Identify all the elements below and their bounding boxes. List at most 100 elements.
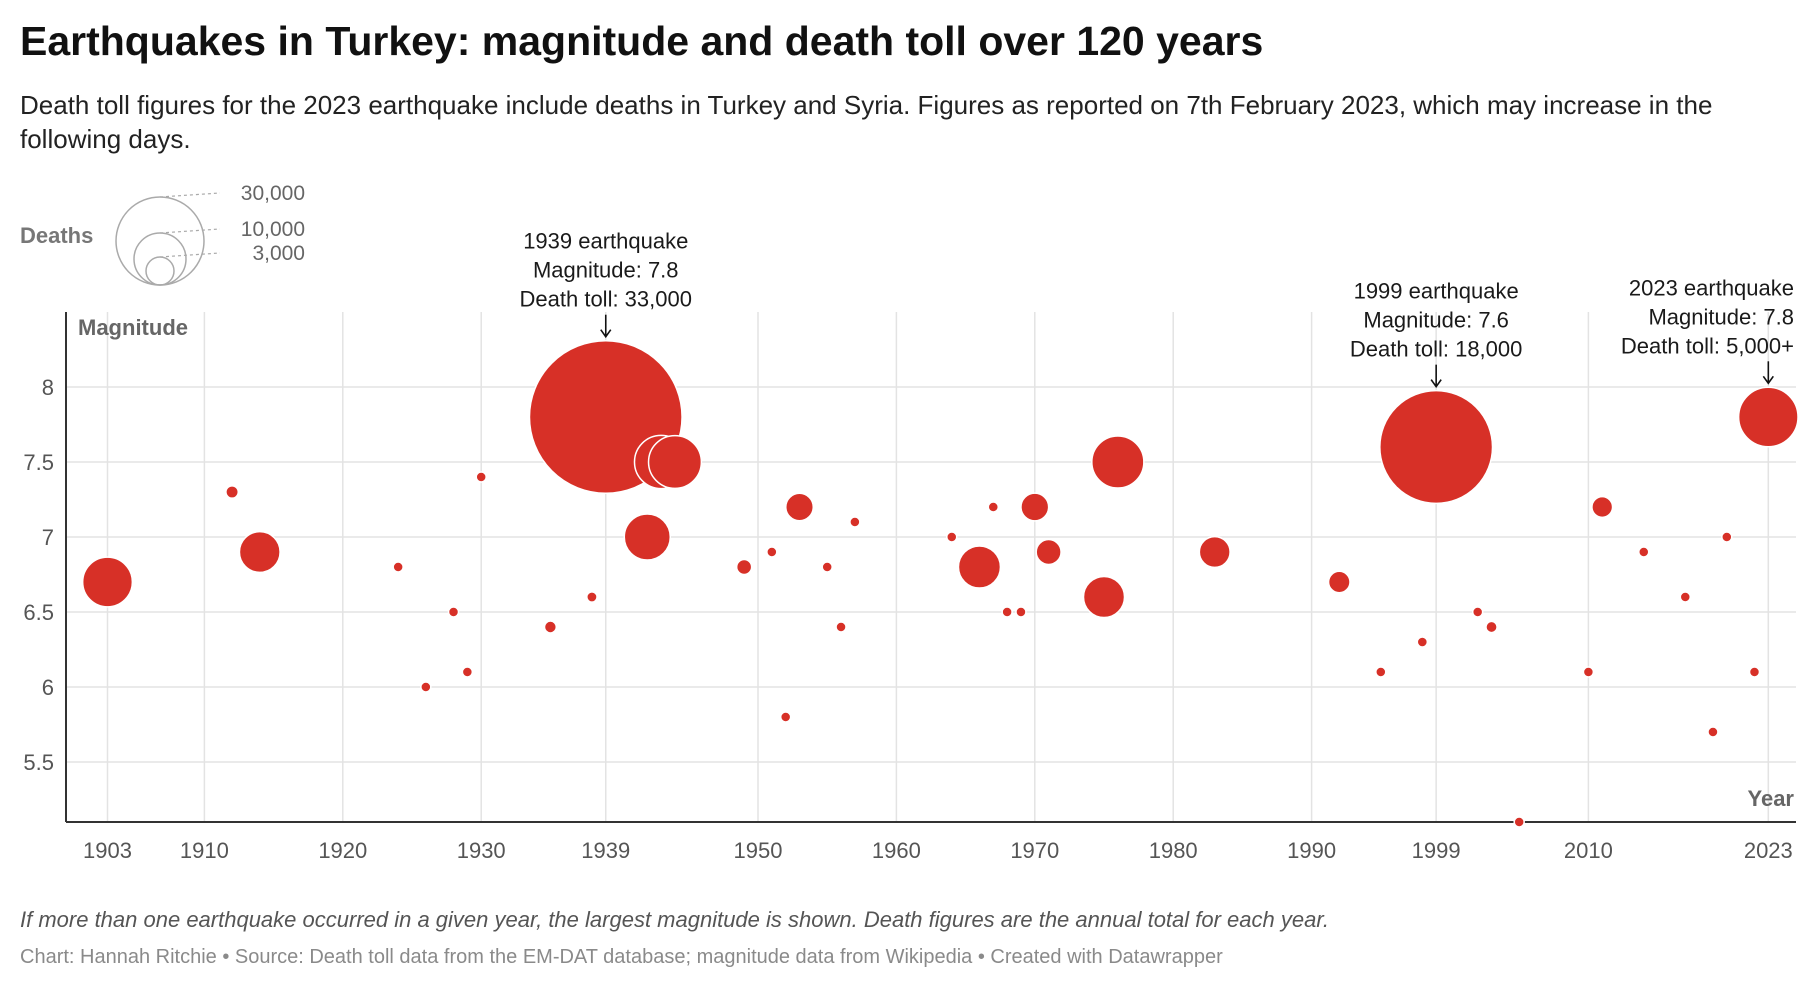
- data-bubble[interactable]: [1638, 546, 1650, 558]
- annotation-text: Death toll: 33,000: [520, 287, 692, 312]
- data-bubble[interactable]: [849, 516, 861, 528]
- data-bubble[interactable]: [735, 558, 753, 576]
- y-tick-label: 5.5: [23, 750, 54, 775]
- data-bubble[interactable]: [1082, 575, 1126, 619]
- annotation-text: Magnitude: 7.8: [1648, 304, 1794, 329]
- annotation-text: Magnitude: 7.6: [1363, 308, 1509, 333]
- data-bubble[interactable]: [1375, 666, 1387, 678]
- annotation-text: 1999 earthquake: [1354, 279, 1519, 304]
- data-bubble[interactable]: [238, 530, 281, 574]
- annotation-text: Magnitude: 7.8: [533, 258, 679, 283]
- bubbles[interactable]: [81, 339, 1799, 828]
- x-tick-label: 1970: [1010, 838, 1059, 863]
- y-tick-label: 6: [42, 675, 54, 700]
- data-bubble[interactable]: [447, 606, 460, 618]
- data-bubble[interactable]: [1015, 606, 1027, 618]
- x-tick-label: 1939: [581, 838, 630, 863]
- data-bubble[interactable]: [1748, 666, 1761, 678]
- x-tick-label: 1990: [1287, 838, 1336, 863]
- data-bubble[interactable]: [785, 492, 815, 522]
- legend-label: 3,000: [252, 242, 305, 265]
- legend-circle: [145, 256, 175, 286]
- y-tick-label: 6.5: [23, 600, 54, 625]
- data-bubble[interactable]: [1679, 591, 1692, 603]
- annotation-text: Death toll: 5,000+: [1621, 333, 1794, 358]
- data-bubble[interactable]: [392, 561, 404, 573]
- y-axis-title: Magnitude: [78, 315, 188, 340]
- data-bubble[interactable]: [1379, 389, 1494, 505]
- data-bubble[interactable]: [1721, 531, 1733, 543]
- data-bubble[interactable]: [1591, 495, 1614, 519]
- x-tick-label: 1910: [180, 838, 229, 863]
- data-bubble[interactable]: [1020, 492, 1050, 522]
- legend-label: 30,000: [241, 182, 305, 205]
- data-bubble[interactable]: [1198, 535, 1231, 569]
- y-tick-label: 8: [42, 375, 54, 400]
- annotation-group: 2023 earthquake Magnitude: 7.8 Death toll:…: [1621, 275, 1794, 385]
- data-bubble[interactable]: [1416, 636, 1429, 648]
- data-bubble[interactable]: [81, 556, 134, 608]
- annotation-arrow-head: [1762, 375, 1774, 385]
- data-bubble[interactable]: [779, 711, 792, 723]
- data-bubble[interactable]: [946, 531, 958, 543]
- data-bubble[interactable]: [1485, 620, 1498, 634]
- x-tick-label: 1920: [318, 838, 367, 863]
- data-bubble[interactable]: [543, 620, 558, 634]
- data-bubble[interactable]: [1582, 666, 1595, 678]
- annotations: 1939 earthquake Magnitude: 7.8 Death toll:…: [520, 229, 1794, 389]
- data-bubble[interactable]: [647, 434, 703, 490]
- credits: Chart: Hannah Ritchie • Source: Death to…: [20, 946, 1223, 968]
- legend-leader: [159, 252, 221, 258]
- data-bubble[interactable]: [623, 513, 672, 561]
- y-tick-label: 7: [42, 525, 54, 550]
- data-bubble[interactable]: [1737, 386, 1799, 448]
- annotation-group: 1939 earthquake Magnitude: 7.8 Death toll:…: [520, 229, 692, 339]
- x-axis-title: Year: [1748, 786, 1795, 811]
- data-bubble[interactable]: [987, 501, 1000, 513]
- data-bubble[interactable]: [1001, 606, 1013, 618]
- data-bubble[interactable]: [1513, 816, 1525, 828]
- data-bubble[interactable]: [420, 681, 432, 693]
- x-tick-label: 2010: [1564, 838, 1613, 863]
- legend-circle: [133, 232, 187, 286]
- x-tick-label: 2023: [1744, 838, 1793, 863]
- x-tick-label: 1999: [1412, 838, 1461, 863]
- data-bubble[interactable]: [1035, 538, 1062, 566]
- data-bubble[interactable]: [1327, 570, 1351, 594]
- footnote: If more than one earthquake occurred in …: [20, 907, 1329, 932]
- y-tick-label: 7.5: [23, 450, 54, 475]
- data-bubble[interactable]: [821, 561, 833, 573]
- legend-circle: [115, 196, 205, 286]
- grid-lines: [66, 312, 1796, 822]
- annotation-text: 1939 earthquake: [523, 229, 688, 254]
- data-bubble[interactable]: [475, 471, 487, 483]
- chart-title: Earthquakes in Turkey: magnitude and dea…: [20, 18, 1264, 64]
- axes: 5.5 6 6.5 7 7.5 8 1903 1910 1920 1930 1939 1950 1960…: [23, 312, 1796, 863]
- legend-title: Deaths: [20, 223, 93, 248]
- data-bubble[interactable]: [586, 591, 598, 603]
- data-bubble[interactable]: [957, 545, 1002, 589]
- legend-leader: [159, 228, 221, 234]
- x-tick-label: 1960: [872, 838, 921, 863]
- data-bubble[interactable]: [766, 546, 778, 558]
- legend-label: 10,000: [241, 218, 305, 241]
- annotation-group: 1999 earthquake Magnitude: 7.6 Death toll:…: [1350, 279, 1522, 389]
- data-bubble[interactable]: [1707, 726, 1719, 738]
- data-bubble[interactable]: [225, 485, 240, 499]
- annotation-text: Death toll: 18,000: [1350, 337, 1522, 362]
- annotation-text: 2023 earthquake: [1629, 275, 1794, 300]
- legend-leader: [159, 192, 221, 198]
- annotation-arrow-head: [600, 329, 612, 339]
- data-bubble[interactable]: [835, 621, 847, 633]
- data-bubble[interactable]: [461, 666, 474, 678]
- chart-subtitle: Death toll figures for the 2023 earthqua…: [20, 90, 1713, 154]
- x-tick-label: 1903: [83, 838, 132, 863]
- annotation-arrow-head: [1430, 379, 1442, 389]
- x-tick-label: 1980: [1149, 838, 1198, 863]
- data-bubble[interactable]: [1471, 606, 1484, 618]
- x-tick-label: 1930: [457, 838, 506, 863]
- x-tick-label: 1950: [734, 838, 783, 863]
- data-bubble[interactable]: [1091, 435, 1145, 489]
